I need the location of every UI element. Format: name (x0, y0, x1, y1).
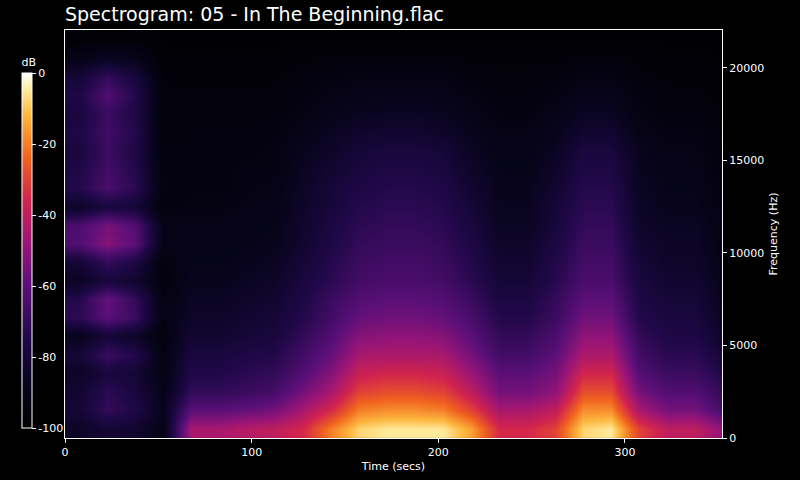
svg-text:0: 0 (62, 446, 69, 459)
svg-text:Spectrogram: 05 - In The Begin: Spectrogram: 05 - In The Beginning.flac (65, 3, 444, 25)
svg-text:0: 0 (38, 67, 45, 80)
svg-text:Time (secs): Time (secs) (361, 460, 425, 473)
svg-text:10000: 10000 (729, 247, 764, 260)
svg-text:100: 100 (241, 446, 262, 459)
svg-text:-60: -60 (38, 280, 56, 293)
svg-text:200: 200 (428, 446, 449, 459)
svg-text:-80: -80 (38, 351, 56, 364)
svg-text:5000: 5000 (729, 339, 757, 352)
svg-text:15000: 15000 (729, 154, 764, 167)
svg-text:dB: dB (22, 56, 37, 69)
svg-text:-40: -40 (38, 209, 56, 222)
svg-text:-100: -100 (38, 422, 63, 435)
svg-text:0: 0 (729, 432, 736, 445)
svg-text:Frequency (Hz): Frequency (Hz) (767, 193, 780, 276)
svg-text:300: 300 (614, 446, 635, 459)
svg-text:-20: -20 (38, 138, 56, 151)
svg-text:20000: 20000 (729, 62, 764, 75)
